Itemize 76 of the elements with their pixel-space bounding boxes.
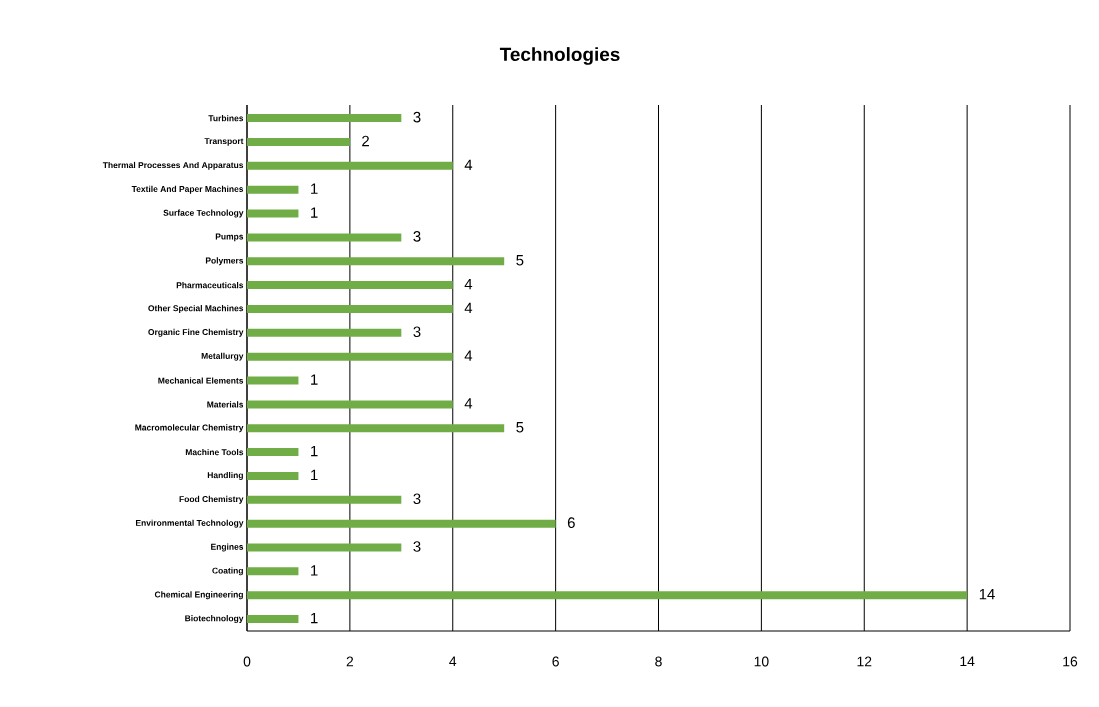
- data-label: 3: [413, 231, 421, 242]
- y-tick-label: Turbines: [208, 115, 244, 122]
- y-tick-label: Polymers: [205, 257, 244, 266]
- bar: [247, 519, 556, 528]
- y-tick-label: Environmental Technology: [135, 519, 244, 528]
- y-tick-label: Organic Fine Chemistry: [148, 328, 244, 337]
- bar: [247, 543, 402, 552]
- data-label: 5: [516, 255, 524, 266]
- data-label: 3: [413, 326, 421, 338]
- data-label: 1: [311, 374, 318, 385]
- x-tick-label: 10: [754, 656, 769, 667]
- chart-title: Technologies: [499, 47, 620, 65]
- bar: [247, 376, 299, 385]
- x-tick-label: 14: [960, 656, 975, 667]
- y-tick-label: Biotechnology: [185, 615, 244, 624]
- y-tick-label: Machine Tools: [185, 448, 244, 456]
- bar: [247, 328, 402, 337]
- y-tick-label: Chemical Engineering: [154, 591, 243, 600]
- bar: [247, 448, 299, 457]
- data-label: 2: [362, 135, 369, 147]
- y-tick-label: Textile And Paper Machines: [131, 185, 244, 194]
- bar: [247, 281, 453, 290]
- data-label: 1: [311, 445, 318, 457]
- x-tick-label: 4: [449, 656, 457, 667]
- y-tick-label: Pharmaceuticals: [176, 281, 244, 289]
- y-tick-label: Food Chemistry: [179, 495, 244, 504]
- data-label: 1: [311, 469, 318, 481]
- y-tick-label: Mechanical Elements: [158, 377, 244, 384]
- data-label: 14: [979, 589, 995, 600]
- x-tick-label: 8: [655, 656, 662, 667]
- y-tick-label: Surface Technology: [163, 209, 244, 218]
- bar: [247, 114, 402, 123]
- y-tick-label: Pumps: [215, 233, 244, 242]
- data-label: 4: [464, 159, 473, 170]
- bar: [247, 304, 453, 313]
- y-tick-label: Other Special Machines: [148, 305, 244, 313]
- x-tick-label: 16: [1063, 656, 1078, 667]
- bar: [247, 233, 402, 242]
- y-tick-label: Thermal Processes And Apparatus: [102, 161, 244, 170]
- data-label: 1: [311, 183, 318, 194]
- bar: [247, 352, 453, 361]
- y-tick-label: Handling: [207, 471, 243, 480]
- x-tick-label: 12: [857, 656, 872, 667]
- data-label: 4: [464, 350, 473, 361]
- bar: [247, 185, 299, 194]
- x-tick-label: 0: [243, 656, 251, 667]
- bar: [247, 424, 505, 433]
- data-label: 4: [464, 302, 473, 314]
- bar: [247, 591, 968, 600]
- bar: [247, 137, 350, 146]
- bar: [247, 257, 505, 266]
- data-label: 1: [311, 207, 318, 218]
- bar: [247, 615, 299, 624]
- data-label: 1: [311, 565, 318, 576]
- data-label: 6: [567, 517, 575, 528]
- bar: [247, 471, 299, 480]
- bar: [247, 161, 453, 170]
- x-tick-label: 6: [552, 656, 559, 667]
- y-tick-label: Macromolecular Chemistry: [135, 424, 244, 433]
- data-label: 5: [516, 422, 524, 433]
- y-tick-label: Coating: [212, 567, 243, 576]
- data-label: 3: [413, 111, 421, 123]
- y-tick-label: Engines: [211, 543, 244, 552]
- y-tick-label: Metallurgy: [201, 352, 244, 361]
- bar: [247, 567, 299, 576]
- x-tick-label: 2: [346, 656, 354, 667]
- y-tick-label: Transport: [204, 138, 244, 146]
- data-label: 4: [464, 278, 473, 290]
- y-tick-label: Materials: [207, 401, 244, 408]
- data-label: 3: [413, 493, 421, 505]
- data-label: 1: [311, 612, 318, 624]
- bar: [247, 495, 402, 504]
- bar: [247, 400, 453, 409]
- data-label: 4: [464, 398, 473, 409]
- data-label: 3: [413, 541, 421, 552]
- bar: [247, 209, 299, 218]
